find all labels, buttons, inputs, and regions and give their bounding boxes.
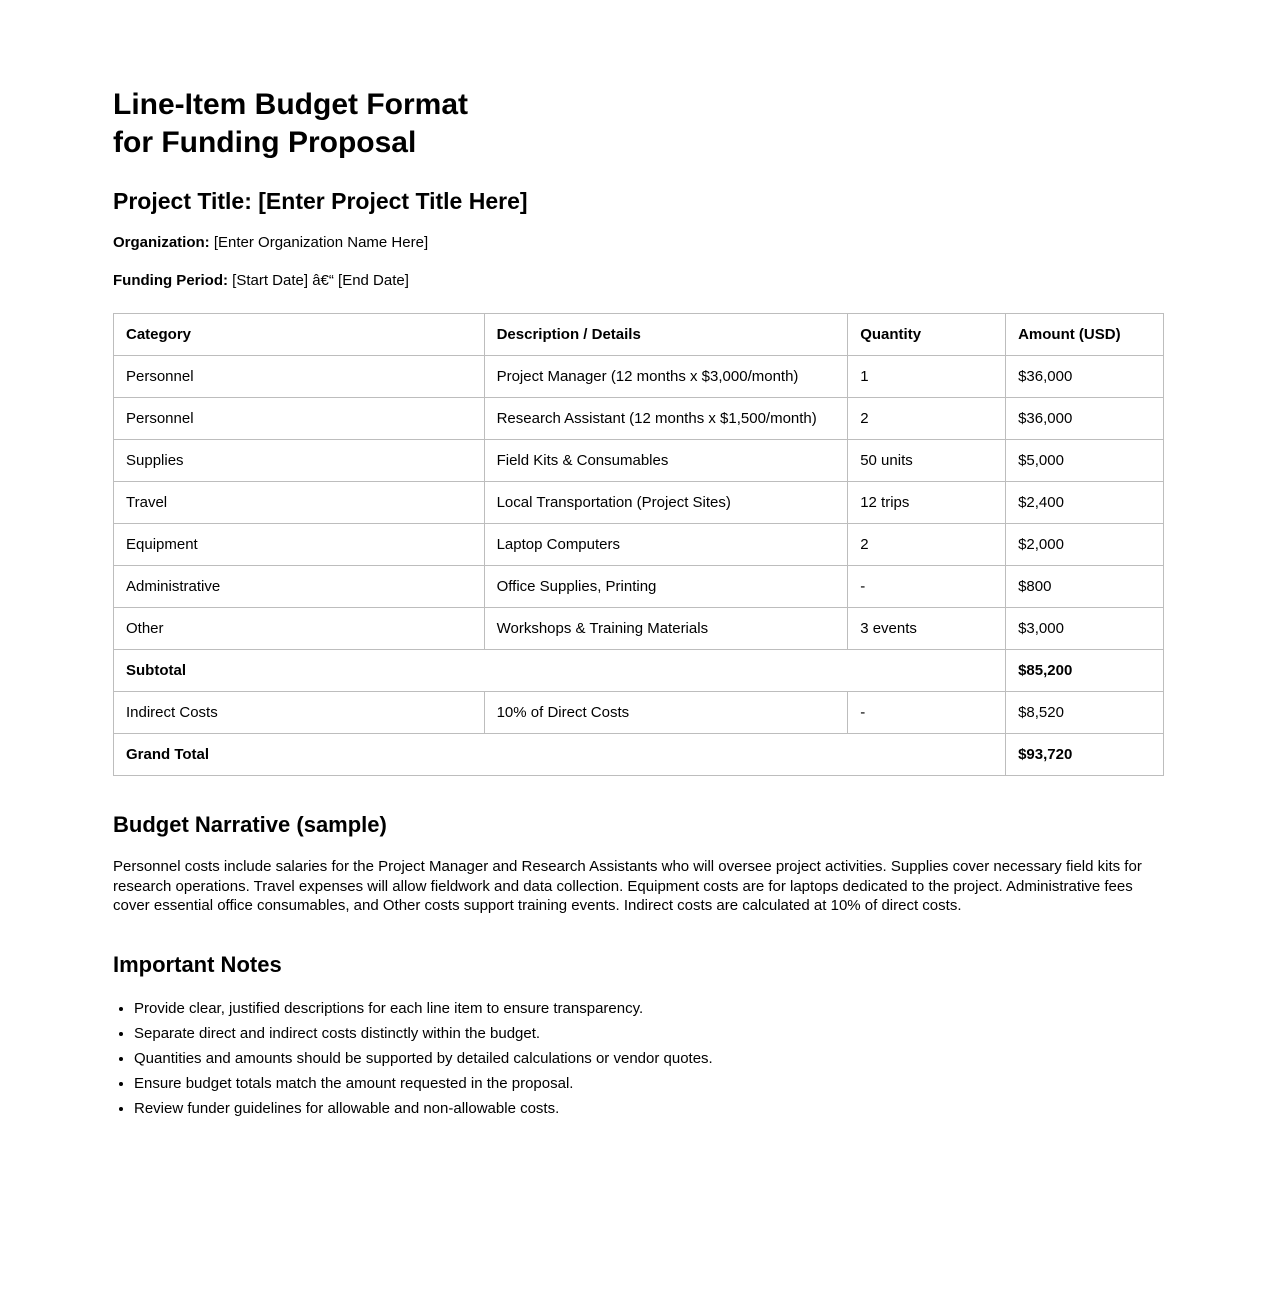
table-row: Personnel Project Manager (12 months x $3… [113,355,1164,398]
description-cell: Project Manager (12 months x $3,000/mont… [483,355,849,398]
funding-period-line: Funding Period: [Start Date] â€“ [End Da… [113,272,1164,290]
description-header: Description / Details [483,313,849,356]
table-row: Personnel Research Assistant (12 months x… [113,397,1164,440]
quantity-cell: 3 events [847,607,1007,650]
quantity-cell: 12 trips [847,481,1007,524]
amount-cell: $36,000 [1005,355,1164,398]
quantity-cell: - [847,565,1007,608]
category-cell: Administrative [113,565,485,608]
grand-total-amount-cell: $93,720 [1005,733,1164,776]
amount-cell: $36,000 [1005,397,1164,440]
category-cell: Indirect Costs [113,691,485,734]
subtotal-amount-cell: $85,200 [1005,649,1164,692]
quantity-cell: 50 units [847,439,1007,482]
description-cell: Office Supplies, Printing [483,565,849,608]
organization-line: Organization: [Enter Organization Name H… [113,234,1164,252]
note-item: Review funder guidelines for allowable a… [134,1099,1164,1118]
amount-cell: $3,000 [1005,607,1164,650]
note-item: Separate direct and indirect costs disti… [134,1024,1164,1043]
description-cell: Field Kits & Consumables [483,439,849,482]
amount-cell: $2,400 [1005,481,1164,524]
table-row: Equipment Laptop Computers 2 $2,000 [113,523,1164,566]
quantity-cell: 2 [847,523,1007,566]
amount-cell: $2,000 [1005,523,1164,566]
header-row: Category Description / Details Quantity … [113,313,1164,356]
budget-table-header: Category Description / Details Quantity … [113,313,1164,356]
amount-cell: $5,000 [1005,439,1164,482]
quantity-header: Quantity [847,313,1007,356]
table-row: Other Workshops & Training Materials 3 eve… [113,607,1164,650]
quantity-cell: 2 [847,397,1007,440]
category-cell: Travel [113,481,485,524]
category-cell: Equipment [113,523,485,566]
category-cell: Personnel [113,397,485,440]
notes-heading: Important Notes [113,951,282,977]
category-cell: Personnel [113,355,485,398]
note-item: Ensure budget totals match the amount re… [134,1074,1164,1093]
table-row: Travel Local Transportation (Project Site… [113,481,1164,524]
project-title-heading: Project Title: [Enter Project Title Here… [113,188,528,214]
grand-total-row: Grand Total $93,720 [112,733,1164,776]
description-cell: 10% of Direct Costs [483,691,849,734]
description-cell: Local Transportation (Project Sites) [483,481,849,524]
quantity-cell: 1 [847,355,1007,398]
grand-total-label-cell: Grand Total [112,733,1007,776]
document-title-line1: Line-Item Budget Format [113,88,469,121]
funding-period-value: [Start Date] â€“ [End Date] [232,272,409,289]
subtotal-row: Subtotal $85,200 [112,649,1164,692]
description-cell: Research Assistant (12 months x $1,500/m… [483,397,849,440]
narrative-paragraph: Personnel costs include salaries for the… [113,858,1142,914]
budget-table: Category Description / Details Quantity … [112,313,1164,776]
amount-cell: $800 [1005,565,1164,608]
notes-list: Provide clear, justified descriptions fo… [113,999,1164,1118]
quantity-cell: - [847,691,1007,734]
table-row: Administrative Office Supplies, Printing -… [113,565,1164,608]
category-header: Category [113,313,485,356]
document-title: Line-Item Budget Format for Funding Prop… [113,86,1164,162]
document-title-line2: for Funding Proposal [113,126,417,159]
category-cell: Supplies [113,439,485,482]
description-cell: Laptop Computers [483,523,849,566]
description-cell: Workshops & Training Materials [483,607,849,650]
note-item: Provide clear, justified descriptions fo… [134,999,1164,1018]
narrative-heading: Budget Narrative (sample) [113,812,387,837]
amount-cell: $8,520 [1005,691,1164,734]
subtotal-label-cell: Subtotal [112,649,1007,692]
budget-table-body: Personnel Project Manager (12 months x $3… [112,355,1164,776]
funding-period-label: Funding Period: [113,272,228,289]
organization-value: [Enter Organization Name Here] [213,234,429,251]
table-row: Indirect Costs 10% of Direct Costs - $8,520 [113,691,1164,734]
category-cell: Other [113,607,485,650]
organization-label: Organization: [113,234,210,251]
amount-header: Amount (USD) [1005,313,1164,356]
note-item: Quantities and amounts should be support… [134,1049,1164,1068]
table-row: Supplies Field Kits & Consumables 50 units… [113,439,1164,482]
